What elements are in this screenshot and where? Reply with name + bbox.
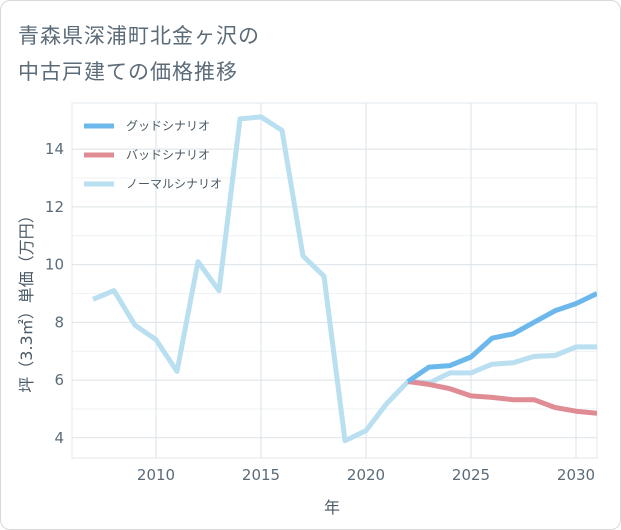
- y-axis-label: 坪（3.3㎡）単価（万円）: [17, 207, 36, 392]
- y-tick-label: 10: [45, 256, 64, 274]
- series-line-1: [407, 379, 597, 416]
- chart-title-line-1: 青森県深浦町北金ヶ沢の: [18, 24, 260, 48]
- x-tick-label: 2015: [242, 466, 280, 484]
- y-tick-label: 8: [54, 313, 64, 331]
- legend-label: バッドシナリオ: [126, 148, 210, 162]
- x-axis-label: 年: [324, 498, 340, 517]
- y-tick-label: 4: [54, 429, 64, 447]
- legend-label: グッドシナリオ: [126, 119, 210, 133]
- grid-lines: [71, 102, 598, 459]
- chart-title: 青森県深浦町北金ヶ沢の 中古戸建ての価格推移: [18, 18, 260, 90]
- x-tick-label: 2025: [452, 466, 490, 484]
- series-lines: [92, 114, 597, 444]
- y-tick-label: 12: [45, 198, 64, 216]
- x-tick-label: 2010: [137, 466, 175, 484]
- y-tick-label: 14: [45, 140, 64, 158]
- legend-label: ノーマルシナリオ: [126, 177, 222, 191]
- y-tick-label: 6: [54, 371, 64, 389]
- x-tick-label: 2020: [347, 466, 385, 484]
- x-tick-label: 2030: [557, 466, 595, 484]
- chart-title-line-2: 中古戸建ての価格推移: [18, 60, 238, 84]
- series-line-2: [92, 114, 597, 444]
- series-line-0: [406, 291, 597, 384]
- plot-area: [71, 102, 598, 459]
- tick-labels: 4 6 8 10 12 14 2010 2015 2020 2025 2030: [45, 140, 595, 484]
